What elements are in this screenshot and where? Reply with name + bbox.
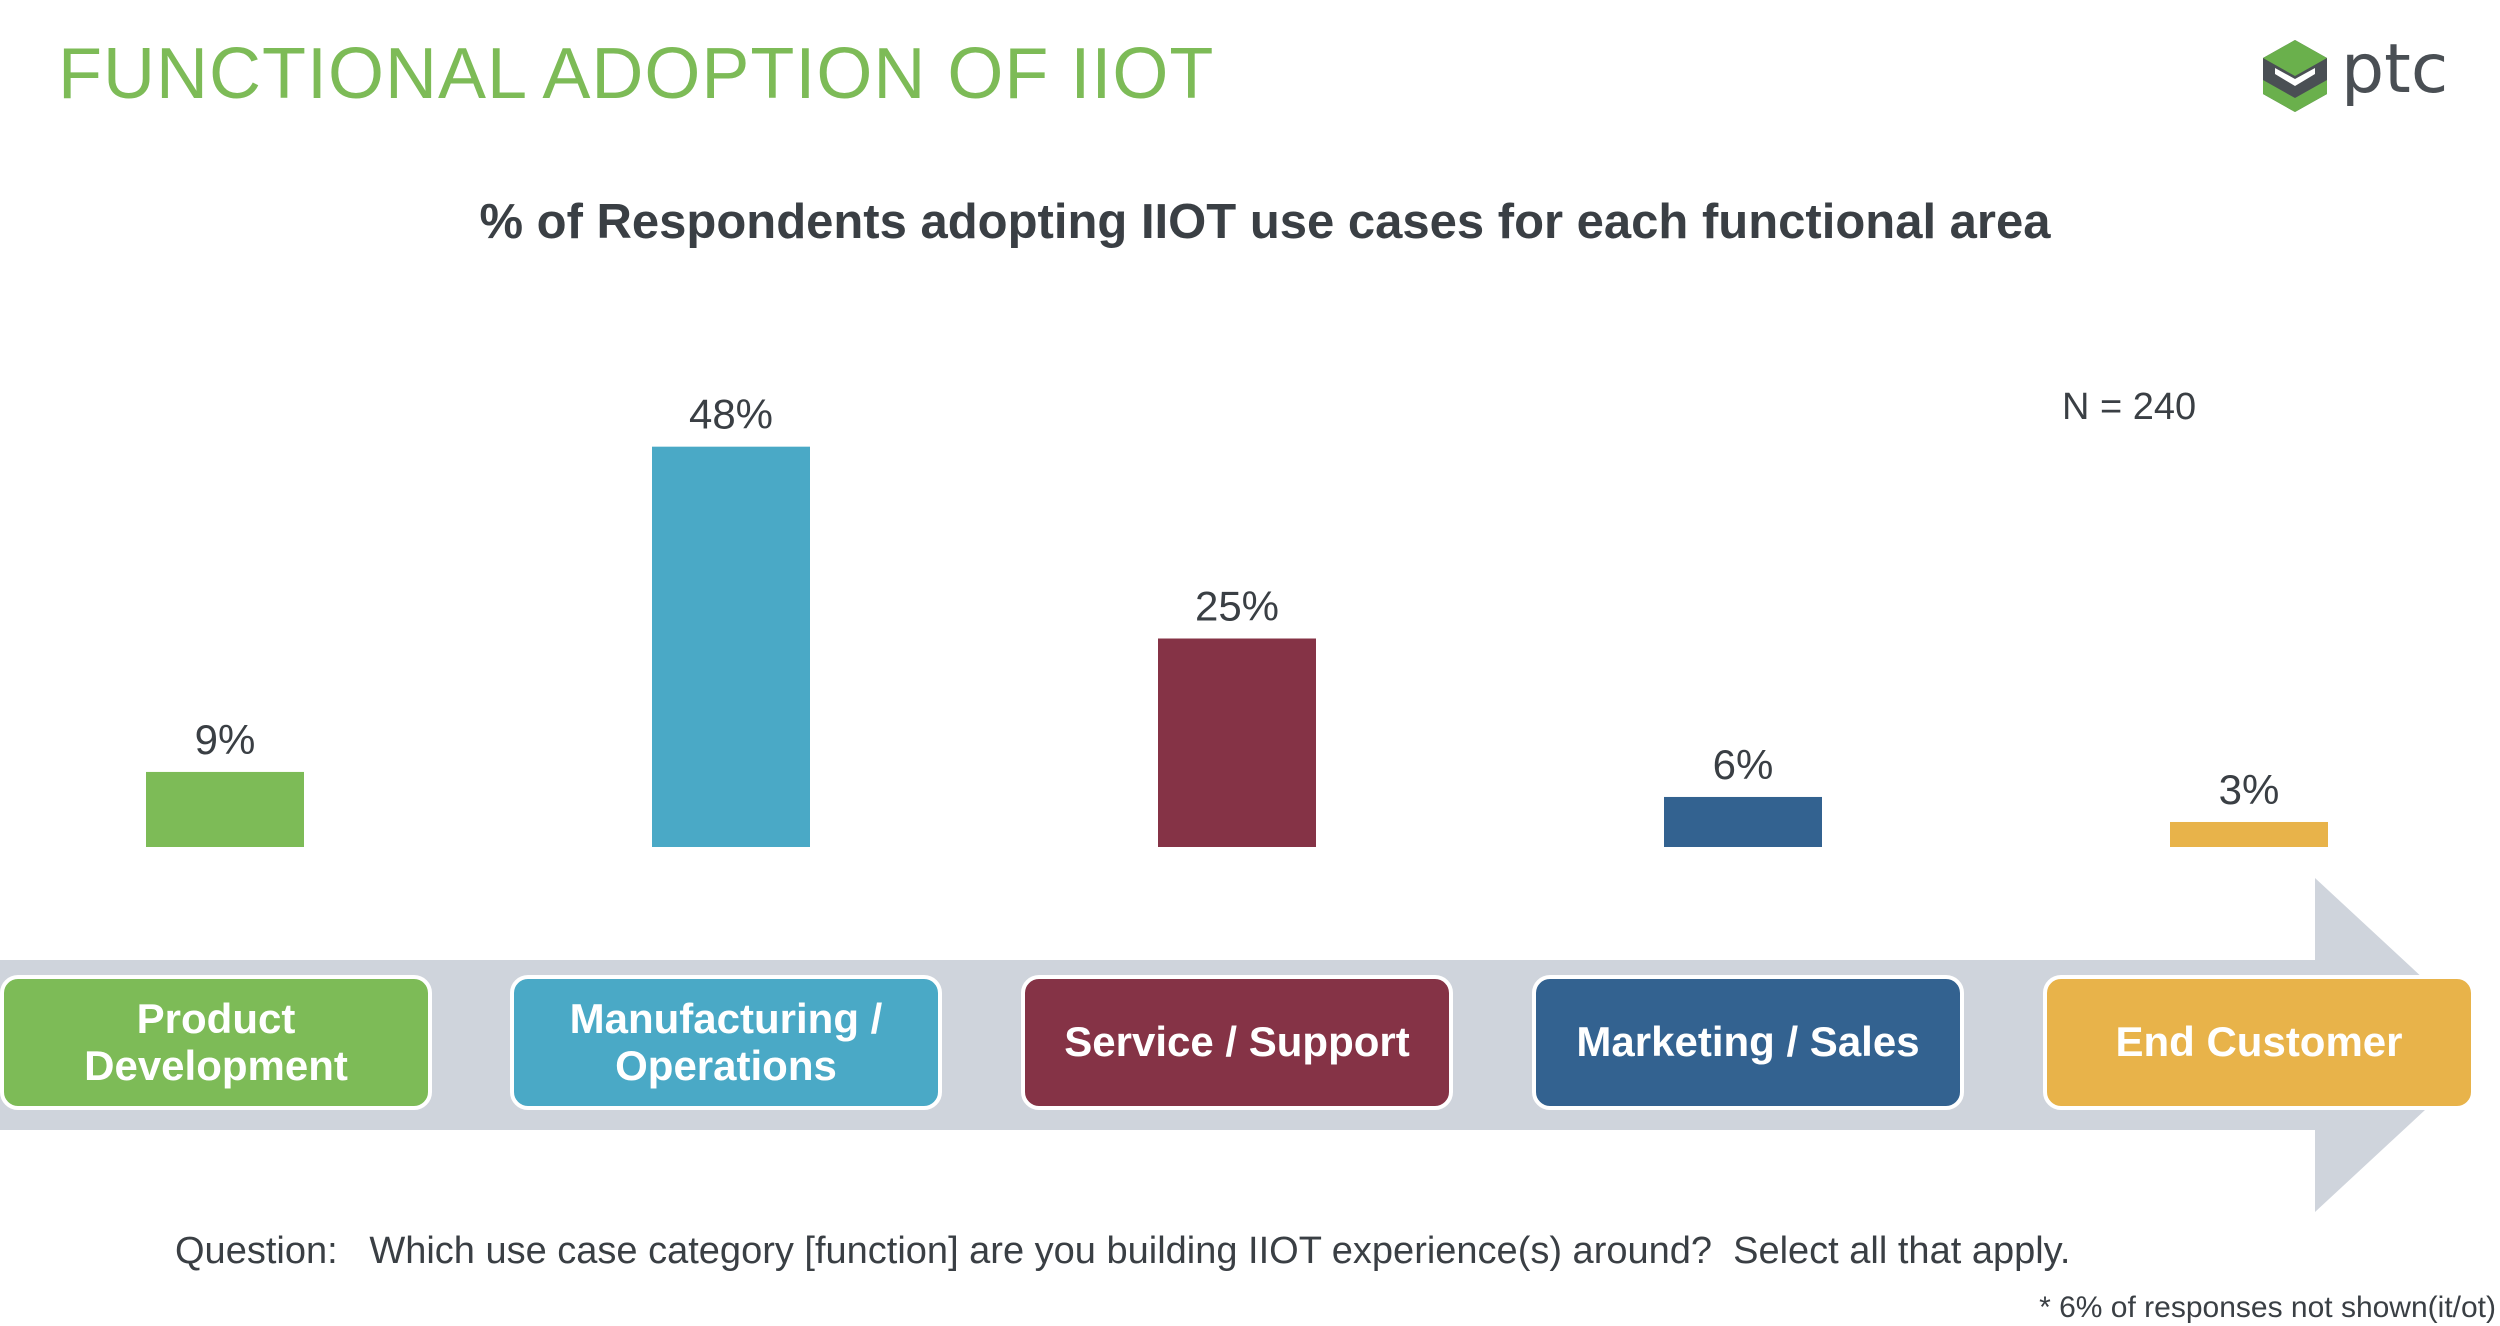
category-box-service-support: Service / Support bbox=[1021, 975, 1453, 1110]
category-box-product-development: Product Development bbox=[0, 975, 432, 1110]
footnote: * 6% of responses not shown(it/ot) bbox=[2039, 1291, 2496, 1324]
data-label-end-customer: 3% bbox=[2219, 766, 2280, 813]
category-box-manufacturing-operations: Manufacturing / Operations bbox=[510, 975, 942, 1110]
category-label: Marketing / Sales bbox=[1576, 1018, 1920, 1066]
bar-manufacturing-operations bbox=[652, 446, 810, 847]
data-label-product-development: 9% bbox=[195, 716, 256, 763]
sample-size-label: N = 240 bbox=[2062, 386, 2197, 428]
category-box-marketing-sales: Marketing / Sales bbox=[1532, 975, 1964, 1110]
ptc-logo: ptc bbox=[2255, 36, 2455, 116]
bars-group: 9% 48% 25% 6% 3% bbox=[146, 391, 2328, 847]
data-label-marketing-sales: 6% bbox=[1713, 741, 1774, 788]
data-label-manufacturing-operations: 48% bbox=[689, 391, 773, 438]
ptc-logo-icon bbox=[2263, 40, 2327, 112]
category-label: Service / Support bbox=[1064, 1018, 1410, 1066]
logo-text: ptc bbox=[2341, 30, 2449, 109]
data-label-service-support: 25% bbox=[1195, 583, 1279, 630]
slide-title: FUNCTIONAL ADOPTION OF IIOT bbox=[58, 34, 1215, 114]
category-label: Product Development bbox=[84, 995, 348, 1089]
category-label: End Customer bbox=[2115, 1018, 2403, 1066]
chart-title: % of Respondents adopting IIOT use cases… bbox=[479, 195, 2051, 249]
category-box-end-customer: End Customer bbox=[2043, 975, 2475, 1110]
bar-marketing-sales bbox=[1664, 796, 1822, 847]
survey-question: Question: Which use case category [funct… bbox=[175, 1230, 2071, 1272]
bar-product-development bbox=[146, 771, 304, 847]
bar-service-support bbox=[1158, 638, 1316, 847]
category-label: Manufacturing / Operations bbox=[569, 995, 883, 1089]
bar-end-customer bbox=[2170, 821, 2328, 847]
